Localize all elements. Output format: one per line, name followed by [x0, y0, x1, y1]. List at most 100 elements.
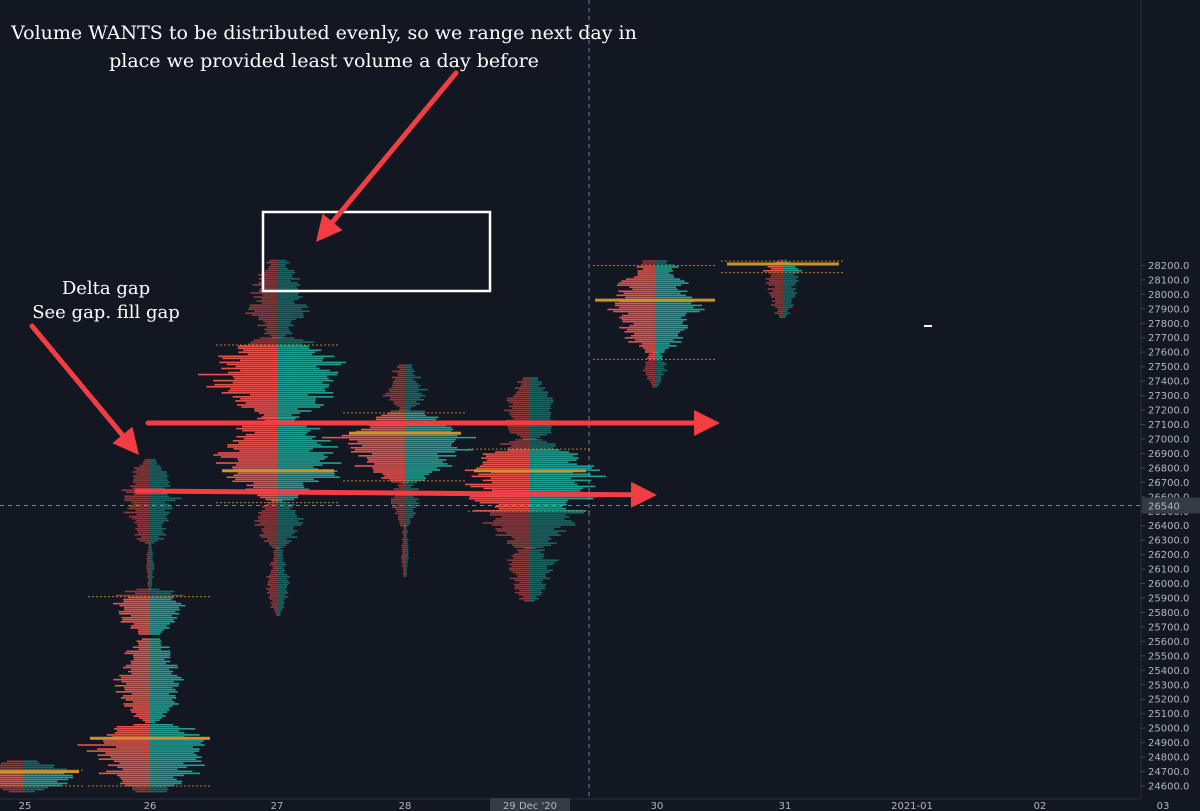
profile-row-buy	[278, 446, 339, 448]
time-tick-label: 03	[1157, 801, 1170, 811]
profile-row-buy	[278, 306, 309, 308]
profile-row-buy	[405, 434, 458, 437]
profile-row-sell	[262, 320, 278, 323]
profile-row-buy	[530, 597, 539, 600]
profile-row-sell	[124, 652, 150, 655]
profile-row-sell	[645, 373, 655, 376]
profile-row-buy	[530, 575, 546, 578]
profile-row-buy	[405, 364, 413, 367]
profile-row-sell	[520, 385, 530, 387]
profile-day-25	[0, 760, 85, 793]
profile-row-sell	[498, 503, 530, 506]
profile-row-sell	[258, 318, 278, 321]
profile-row-sell	[507, 425, 530, 428]
profile-row-buy	[150, 715, 166, 717]
profile-row-buy	[530, 489, 581, 492]
profile-row-buy	[278, 482, 303, 485]
profile-row-buy	[783, 294, 796, 296]
profile-row-sell	[507, 397, 530, 400]
profile-row-buy	[150, 469, 162, 471]
price-axis[interactable]: 24600.0 24700.0 24800.0 24900.0 25000.0 25100…	[1141, 261, 1189, 793]
profile-row-sell	[232, 480, 278, 483]
profile-row-sell	[388, 388, 405, 391]
profile-row-buy	[150, 604, 186, 607]
profile-row-sell	[501, 516, 530, 518]
price-tick-label: 26200.0	[1148, 550, 1189, 561]
profile-row-sell	[0, 784, 24, 787]
profile-row-buy	[405, 481, 418, 483]
profile-row-sell	[490, 477, 530, 480]
profile-row-sell	[131, 662, 150, 665]
profile-row-buy	[530, 473, 591, 476]
profile-row-sell	[222, 357, 278, 360]
profile-row-sell	[341, 434, 405, 437]
profile-row-buy	[530, 544, 551, 546]
profile-row-sell	[254, 524, 278, 526]
profile-row-sell	[266, 588, 278, 590]
profile-row-sell	[368, 459, 405, 461]
profile-row-buy	[150, 475, 169, 477]
profile-row-buy	[655, 288, 678, 291]
profile-row-sell	[651, 383, 655, 386]
profile-row-buy	[278, 412, 301, 414]
profile-row-buy	[278, 606, 285, 608]
profile-row-buy	[150, 746, 193, 748]
profile-row-buy	[150, 545, 152, 548]
profile-row-sell	[614, 302, 655, 305]
price-tick-label: 27900.0	[1148, 304, 1189, 315]
price-axis-panel[interactable]	[1141, 0, 1200, 799]
profile-row-buy	[150, 515, 166, 518]
profile-row-sell	[490, 511, 530, 514]
profile-row-buy	[150, 562, 154, 564]
profile-row-buy	[278, 503, 295, 506]
profile-row-buy	[278, 584, 288, 586]
profile-row-buy	[783, 308, 789, 310]
profile-row-sell	[645, 361, 655, 364]
profile-row-buy	[405, 488, 419, 490]
profile-row-sell	[636, 266, 655, 268]
profile-row-buy	[150, 618, 174, 621]
time-axis[interactable]: 25 26 27 28 29 Dec '20 30 31 2021-01 02 03	[19, 798, 1170, 811]
profile-row-sell	[402, 551, 405, 553]
price-tick-label: 25600.0	[1148, 637, 1189, 648]
arrow-shaft	[134, 488, 634, 498]
profile-row-sell	[642, 268, 655, 270]
profile-row-sell	[236, 435, 278, 438]
arrow-head	[112, 426, 139, 455]
profile-row-buy	[530, 555, 545, 557]
profile-row-buy	[530, 427, 551, 430]
profile-row-sell	[227, 446, 278, 448]
profile-row-sell	[146, 562, 150, 564]
time-axis-panel[interactable]	[0, 799, 1200, 811]
profile-row-buy	[150, 481, 170, 483]
profile-row-buy	[530, 405, 551, 408]
profile-row-buy	[150, 770, 193, 773]
profile-row-buy	[405, 546, 408, 549]
profile-row-sell	[129, 485, 150, 487]
profile-row-buy	[278, 322, 291, 325]
profile-row-buy	[530, 591, 543, 594]
profile-row-buy	[150, 646, 170, 649]
profile-row-sell	[235, 400, 278, 402]
profile-row-buy	[150, 744, 205, 746]
profile-row-sell	[402, 530, 405, 533]
profile-row-buy	[278, 300, 294, 302]
profile-row-buy	[530, 540, 549, 542]
profile-row-buy	[150, 576, 154, 578]
profile-row-sell	[136, 473, 150, 475]
profile-row-buy	[655, 371, 663, 374]
profile-row-sell	[133, 723, 150, 726]
profile-row-sell	[373, 471, 405, 473]
profile-row-sell	[403, 569, 405, 571]
profile-row-sell	[509, 411, 530, 414]
profile-row-sell	[134, 533, 150, 536]
profile-row-buy	[150, 521, 164, 524]
profile-row-buy	[278, 387, 325, 390]
profile-row-sell	[243, 437, 278, 440]
profile-row-buy	[150, 654, 171, 657]
profile-row-buy	[530, 475, 606, 478]
profile-row-sell	[392, 370, 405, 373]
profile-row-buy	[405, 457, 439, 459]
profile-row-buy	[150, 578, 153, 580]
profile-row-buy	[278, 514, 297, 516]
